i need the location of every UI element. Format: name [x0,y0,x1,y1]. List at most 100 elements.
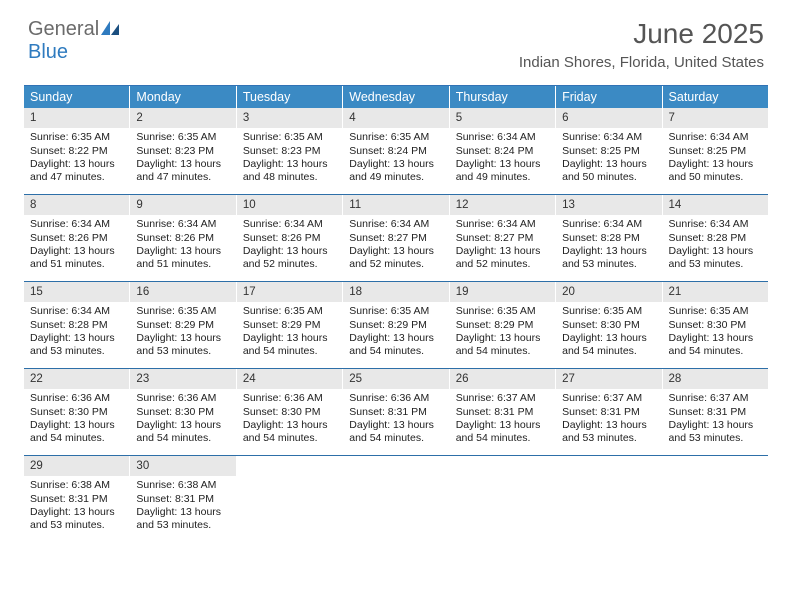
sunrise-text: Sunrise: 6:34 AM [456,218,549,231]
day-number: 18 [343,282,448,302]
dow-wednesday: Wednesday [343,86,449,108]
day-number: 5 [450,108,555,128]
day-body: Sunrise: 6:35 AMSunset: 8:30 PMDaylight:… [663,302,768,364]
daylight-text: Daylight: 13 hours and 49 minutes. [456,158,549,184]
day-body: Sunrise: 6:34 AMSunset: 8:28 PMDaylight:… [663,215,768,277]
day-cell: 21Sunrise: 6:35 AMSunset: 8:30 PMDayligh… [663,282,768,368]
logo: General Blue [28,18,119,64]
day-number: 8 [24,195,129,215]
day-cell: 16Sunrise: 6:35 AMSunset: 8:29 PMDayligh… [130,282,236,368]
day-cell: 19Sunrise: 6:35 AMSunset: 8:29 PMDayligh… [450,282,556,368]
daylight-text: Daylight: 13 hours and 54 minutes. [349,332,442,358]
daylight-text: Daylight: 13 hours and 47 minutes. [136,158,229,184]
day-body: Sunrise: 6:34 AMSunset: 8:28 PMDaylight:… [24,302,129,364]
sunset-text: Sunset: 8:31 PM [136,493,229,506]
daylight-text: Daylight: 13 hours and 47 minutes. [30,158,123,184]
daylight-text: Daylight: 13 hours and 54 minutes. [562,332,655,358]
day-body: Sunrise: 6:36 AMSunset: 8:31 PMDaylight:… [343,389,448,451]
day-cell [237,456,343,542]
sunset-text: Sunset: 8:29 PM [136,319,229,332]
daylight-text: Daylight: 13 hours and 50 minutes. [562,158,655,184]
sunrise-text: Sunrise: 6:35 AM [456,305,549,318]
day-cell: 23Sunrise: 6:36 AMSunset: 8:30 PMDayligh… [130,369,236,455]
sunrise-text: Sunrise: 6:35 AM [669,305,762,318]
daylight-text: Daylight: 13 hours and 53 minutes. [136,332,229,358]
sunrise-text: Sunrise: 6:34 AM [562,131,655,144]
daylight-text: Daylight: 13 hours and 53 minutes. [562,245,655,271]
dow-tuesday: Tuesday [237,86,343,108]
daylight-text: Daylight: 13 hours and 52 minutes. [349,245,442,271]
day-cell [343,456,449,542]
day-body: Sunrise: 6:35 AMSunset: 8:23 PMDaylight:… [130,128,235,190]
sunset-text: Sunset: 8:30 PM [562,319,655,332]
dow-row: Sunday Monday Tuesday Wednesday Thursday… [24,86,768,108]
daylight-text: Daylight: 13 hours and 51 minutes. [30,245,123,271]
sunset-text: Sunset: 8:31 PM [562,406,655,419]
day-cell: 11Sunrise: 6:34 AMSunset: 8:27 PMDayligh… [343,195,449,281]
daylight-text: Daylight: 13 hours and 53 minutes. [30,332,123,358]
logo-text-block: General Blue [28,18,119,64]
day-cell [663,456,768,542]
sunrise-text: Sunrise: 6:38 AM [30,479,123,492]
dow-saturday: Saturday [663,86,768,108]
sunrise-text: Sunrise: 6:36 AM [136,392,229,405]
day-number: 16 [130,282,235,302]
day-body: Sunrise: 6:34 AMSunset: 8:26 PMDaylight:… [130,215,235,277]
sunrise-text: Sunrise: 6:34 AM [456,131,549,144]
daylight-text: Daylight: 13 hours and 53 minutes. [136,506,229,532]
day-number: 7 [663,108,768,128]
sunrise-text: Sunrise: 6:34 AM [243,218,336,231]
day-number: 24 [237,369,342,389]
sunrise-text: Sunrise: 6:36 AM [30,392,123,405]
sunset-text: Sunset: 8:22 PM [30,145,123,158]
day-body: Sunrise: 6:34 AMSunset: 8:27 PMDaylight:… [343,215,448,277]
daylight-text: Daylight: 13 hours and 54 minutes. [669,332,762,358]
day-cell: 30Sunrise: 6:38 AMSunset: 8:31 PMDayligh… [130,456,236,542]
day-number: 11 [343,195,448,215]
weeks-container: 1Sunrise: 6:35 AMSunset: 8:22 PMDaylight… [24,108,768,542]
day-cell: 17Sunrise: 6:35 AMSunset: 8:29 PMDayligh… [237,282,343,368]
day-cell: 10Sunrise: 6:34 AMSunset: 8:26 PMDayligh… [237,195,343,281]
daylight-text: Daylight: 13 hours and 53 minutes. [562,419,655,445]
day-cell: 29 Sunrise: 6:38 AMSunset: 8:31 PMDayligh… [24,456,130,542]
day-body: Sunrise: 6:35 AMSunset: 8:29 PMDaylight:… [343,302,448,364]
sunset-text: Sunset: 8:24 PM [349,145,442,158]
day-number: 20 [556,282,661,302]
day-number: 4 [343,108,448,128]
day-body: Sunrise: 6:35 AMSunset: 8:29 PMDaylight:… [237,302,342,364]
day-cell: 3Sunrise: 6:35 AMSunset: 8:23 PMDaylight… [237,108,343,194]
sunrise-text: Sunrise: 6:34 AM [30,305,123,318]
logo-text-general: General [28,18,99,40]
day-cell: 20Sunrise: 6:35 AMSunset: 8:30 PMDayligh… [556,282,662,368]
day-body: Sunrise: 6:35 AMSunset: 8:29 PMDaylight:… [450,302,555,364]
sunset-text: Sunset: 8:31 PM [349,406,442,419]
sunrise-text: Sunrise: 6:34 AM [562,218,655,231]
sunset-text: Sunset: 8:31 PM [30,493,123,506]
daylight-text: Daylight: 13 hours and 52 minutes. [243,245,336,271]
day-cell: 1Sunrise: 6:35 AMSunset: 8:22 PMDaylight… [24,108,130,194]
day-number: 2 [130,108,235,128]
daylight-text: Daylight: 13 hours and 54 minutes. [456,332,549,358]
day-number: 9 [130,195,235,215]
dow-thursday: Thursday [450,86,556,108]
title-block: June 2025 Indian Shores, Florida, United… [519,18,764,71]
day-cell: 9Sunrise: 6:34 AMSunset: 8:26 PMDaylight… [130,195,236,281]
day-number: 22 [24,369,129,389]
sunrise-text: Sunrise: 6:34 AM [669,131,762,144]
daylight-text: Daylight: 13 hours and 54 minutes. [30,419,123,445]
sunrise-text: Sunrise: 6:36 AM [243,392,336,405]
sunrise-text: Sunrise: 6:35 AM [243,305,336,318]
sunset-text: Sunset: 8:28 PM [669,232,762,245]
day-number: 30 [130,456,235,476]
day-number: 29 [24,456,129,476]
week-row: 22Sunrise: 6:36 AMSunset: 8:30 PMDayligh… [24,369,768,456]
day-body: Sunrise: 6:37 AMSunset: 8:31 PMDaylight:… [556,389,661,451]
daylight-text: Daylight: 13 hours and 54 minutes. [243,332,336,358]
daylight-text: Daylight: 13 hours and 53 minutes. [30,506,123,532]
day-body: Sunrise: 6:34 AMSunset: 8:26 PMDaylight:… [237,215,342,277]
sunset-text: Sunset: 8:26 PM [136,232,229,245]
day-number: 21 [663,282,768,302]
sunset-text: Sunset: 8:25 PM [669,145,762,158]
day-body: Sunrise: 6:35 AMSunset: 8:24 PMDaylight:… [343,128,448,190]
day-body: Sunrise: 6:36 AMSunset: 8:30 PMDaylight:… [130,389,235,451]
